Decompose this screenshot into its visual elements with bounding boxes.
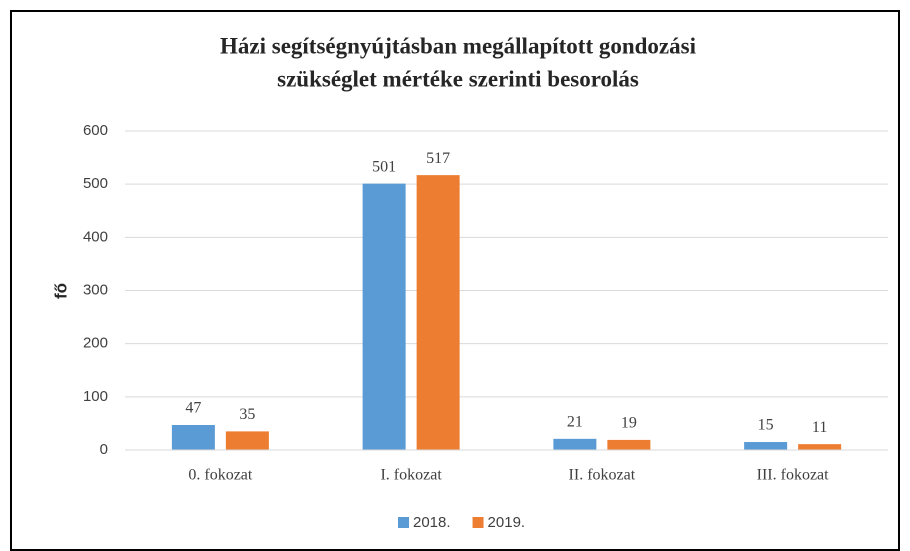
x-tick-label: 0. fokozat: [188, 467, 253, 484]
legend-label: 2018.: [413, 514, 451, 531]
bar: [171, 425, 215, 450]
bar: [744, 442, 788, 450]
chart-title: Házi segítségnyújtásban megállapított go…: [220, 33, 697, 58]
data-label: 19: [621, 415, 637, 432]
bar: [416, 175, 460, 450]
y-tick-label: 500: [83, 175, 108, 192]
chart-title: szükséglet mértéke szerinti besorolás: [277, 66, 639, 91]
x-tick-label: I. fokozat: [380, 467, 442, 484]
data-label: 21: [567, 414, 583, 431]
data-label: 501: [372, 158, 396, 175]
data-label: 15: [758, 417, 774, 434]
bar: [362, 183, 406, 450]
y-tick-label: 600: [83, 122, 108, 139]
bar: [553, 438, 597, 450]
x-tick-label: II. fokozat: [569, 467, 636, 484]
y-tick-label: 0: [100, 441, 108, 458]
y-tick-label: 200: [83, 335, 108, 352]
data-label: 47: [185, 400, 201, 417]
legend-label: 2019.: [488, 514, 526, 531]
y-tick-label: 400: [83, 228, 108, 245]
y-tick-label: 100: [83, 388, 108, 405]
x-tick-label: III. fokozat: [757, 467, 830, 484]
data-label: 35: [239, 406, 255, 423]
bar: [225, 431, 269, 450]
y-tick-label: 300: [83, 281, 108, 298]
bar: [798, 444, 842, 450]
bar: [607, 439, 651, 450]
legend-swatch: [398, 517, 409, 528]
legend-swatch: [472, 517, 484, 528]
data-label: 11: [812, 419, 827, 436]
data-label: 517: [426, 150, 450, 167]
y-axis-label: fő: [51, 283, 70, 299]
